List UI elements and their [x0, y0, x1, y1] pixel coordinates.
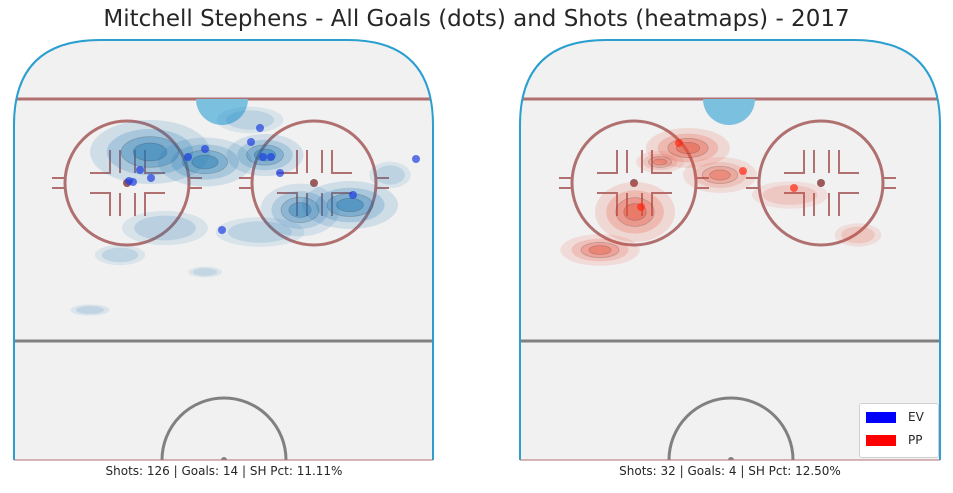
faceoff-circle-left: [570, 119, 698, 247]
shot-density-contour: [215, 217, 305, 247]
shot-density-contour: [606, 190, 664, 234]
shot-density-contour: [571, 238, 629, 262]
rink-surface: [14, 40, 433, 460]
shot-density-contour: [375, 165, 405, 185]
legend-swatch-pp: [866, 435, 896, 446]
shot-density-contour: [228, 221, 292, 243]
shot-density-contour: [580, 241, 620, 259]
shot-density-contour: [260, 183, 340, 237]
goal-dot: [147, 174, 155, 182]
shot-heatmap-pp: [560, 128, 882, 266]
shot-density-contour: [134, 215, 196, 241]
shot-density-contour: [70, 304, 110, 316]
faceoff-circle-left: [63, 119, 191, 247]
shot-density-contour: [157, 137, 253, 187]
goal-dot: [637, 203, 645, 211]
faceoff-circle-right: [250, 119, 378, 247]
goal-dots-pp: [637, 139, 798, 211]
goal-crease: [703, 99, 755, 125]
chart-title: Mitchell Stephens - All Goals (dots) and…: [103, 6, 850, 32]
center-circle: [667, 396, 795, 460]
shot-density-contour: [646, 128, 730, 168]
shot-density-contour: [648, 156, 672, 168]
goal-dot: [184, 153, 192, 161]
shot-density-contour: [271, 190, 329, 230]
shot-density-contour: [302, 181, 398, 229]
faceoff-circle-right: [757, 119, 885, 247]
goal-dot: [129, 178, 137, 186]
shot-density-contour: [75, 305, 105, 315]
goal-crease: [196, 99, 248, 125]
goal-dot: [267, 153, 275, 161]
shot-density-contour: [642, 153, 678, 171]
shot-density-contour: [588, 245, 612, 255]
center-circle: [160, 396, 288, 460]
shot-density-contour: [120, 136, 180, 168]
rink-pp: [519, 39, 941, 461]
shot-density-contour: [280, 196, 320, 224]
shot-density-contour: [560, 234, 640, 266]
shot-density-contour: [90, 120, 210, 184]
shot-density-contour: [834, 223, 882, 247]
shot-density-contour: [106, 128, 194, 176]
goal-dot: [675, 139, 683, 147]
shot-density-contour: [191, 154, 219, 170]
goal-dot: [218, 226, 226, 234]
shot-density-contour: [709, 169, 731, 181]
shot-density-contour: [762, 185, 818, 205]
shot-density-contour: [216, 106, 284, 134]
shot-density-contour: [615, 197, 655, 227]
shot-density-contour: [101, 247, 139, 263]
shot-density-contour: [94, 244, 146, 266]
goal-dots-ev: [125, 124, 420, 234]
shot-density-contour: [693, 162, 747, 188]
shot-density-contour: [652, 158, 668, 166]
shot-heatmap-ev: [70, 106, 411, 316]
goal-dot: [276, 169, 284, 177]
goal-dot: [349, 191, 357, 199]
goal-dot: [790, 184, 798, 192]
shot-density-contour: [226, 110, 274, 130]
goal-dot: [412, 155, 420, 163]
goal-dot: [136, 166, 144, 174]
legend-swatch-ev: [866, 412, 896, 423]
legend-label-ev: EV: [908, 410, 924, 424]
ev-caption: Shots: 126 | Goals: 14 | SH Pct: 11.11%: [105, 464, 343, 478]
shot-density-contour: [636, 150, 684, 174]
shot-density-contour: [288, 202, 312, 218]
shot-density-contour: [122, 210, 208, 246]
shot-density-contour: [315, 187, 385, 223]
goal-dot: [739, 167, 747, 175]
goal-dot: [201, 145, 209, 153]
shot-density-contour: [841, 226, 875, 244]
goal-dot: [256, 124, 264, 132]
pp-caption: Shots: 32 | Goals: 4 | SH Pct: 12.50%: [619, 464, 841, 478]
shot-density-contour: [336, 197, 364, 213]
shot-density-contour: [188, 266, 222, 278]
legend: EV PP: [859, 403, 939, 458]
goal-dot: [247, 138, 255, 146]
rink-boards: [13, 39, 434, 460]
shot-density-contour: [752, 181, 828, 209]
shot-density-contour: [192, 268, 218, 276]
goal-dot: [259, 153, 267, 161]
shot-density-contour: [369, 161, 411, 189]
shot-density-contour: [657, 133, 719, 163]
rink-boards: [519, 39, 941, 460]
rink-surface: [520, 40, 940, 460]
shot-density-contour: [683, 156, 757, 194]
rink-ev: [13, 39, 434, 461]
legend-label-pp: PP: [908, 433, 923, 447]
shot-density-contour: [701, 165, 739, 185]
shot-density-contour: [595, 182, 675, 242]
shot-density-contour: [132, 142, 168, 162]
